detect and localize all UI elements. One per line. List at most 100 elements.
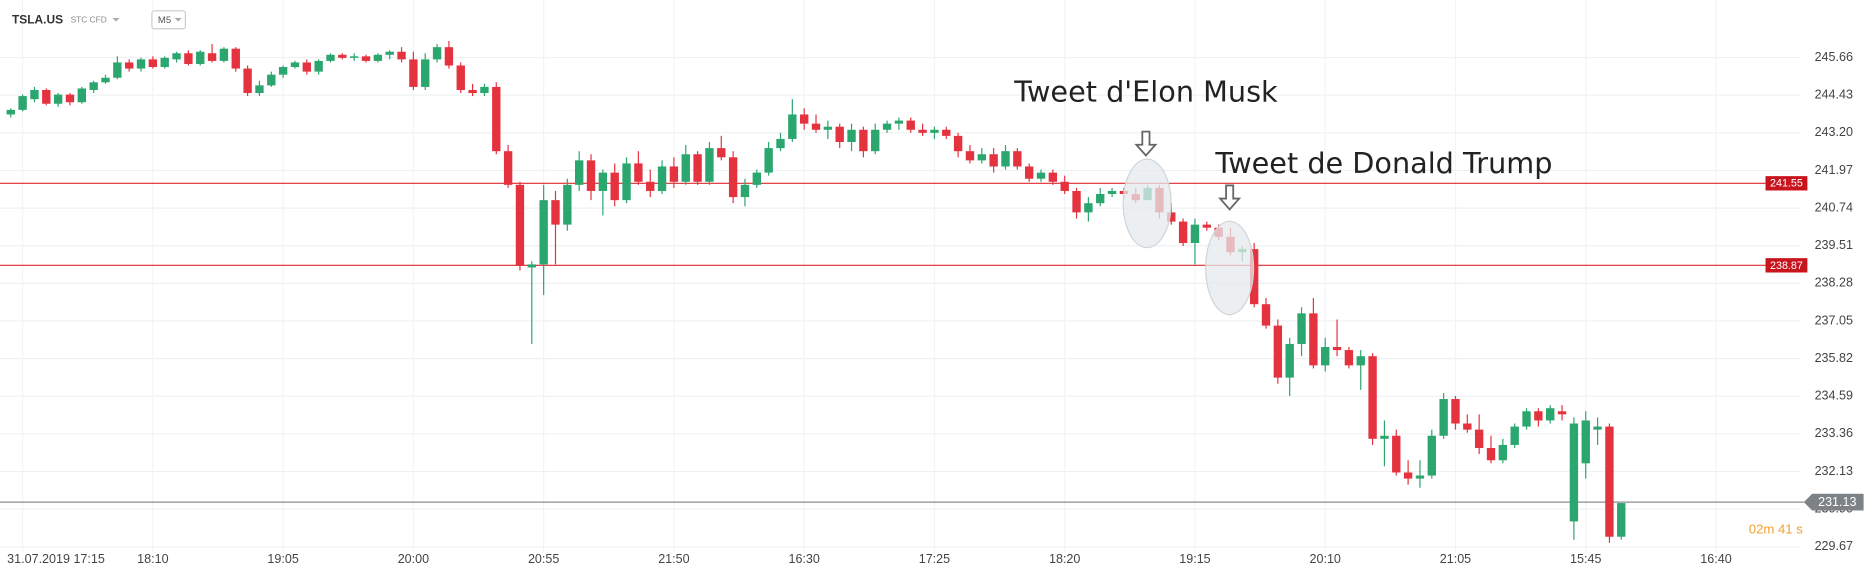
- candle-body: [930, 129, 939, 133]
- candle-body: [397, 51, 406, 60]
- candle-body: [136, 59, 146, 69]
- y-tick-label: 237.05: [1815, 313, 1853, 327]
- candle-body: [314, 60, 323, 72]
- current-price-box: [1803, 493, 1864, 511]
- candle-body: [918, 129, 927, 133]
- candle-body: [338, 54, 347, 58]
- candle-body: [681, 154, 690, 182]
- timeframe-box[interactable]: [151, 10, 187, 30]
- candle-body: [65, 94, 75, 103]
- candle-body: [1084, 203, 1093, 213]
- highlight-ellipse: [1122, 158, 1172, 249]
- candle-body: [871, 129, 880, 152]
- x-tick-label: 16:30: [788, 552, 819, 566]
- y-tick-label: 234.59: [1815, 389, 1853, 403]
- candle-body: [563, 184, 572, 225]
- candle-body: [30, 89, 39, 100]
- candle-body: [231, 48, 240, 69]
- y-tick-label: 235.82: [1815, 351, 1853, 365]
- candle-body: [492, 86, 501, 152]
- candle-body: [219, 48, 229, 61]
- candle-body: [1190, 224, 1200, 243]
- candle-body: [693, 154, 702, 182]
- y-tick-label: 244.43: [1815, 87, 1853, 101]
- candle-body: [764, 148, 773, 173]
- candle-body: [456, 65, 465, 90]
- candle-body: [207, 53, 217, 61]
- candle-body: [409, 59, 418, 87]
- y-tick-label: 233.36: [1815, 426, 1853, 440]
- candle-body: [1344, 350, 1354, 366]
- candle-body: [1522, 411, 1531, 427]
- candle-body: [1332, 347, 1342, 351]
- candle-body: [196, 51, 205, 64]
- candle-body: [302, 62, 311, 72]
- candle-body: [243, 68, 252, 94]
- candle-body: [942, 129, 951, 136]
- candle-body: [622, 163, 631, 201]
- candle-body: [421, 59, 430, 87]
- candle-body: [847, 129, 856, 143]
- candle-body: [776, 138, 785, 149]
- instrument[interactable]: STC CFD: [71, 15, 107, 25]
- dropdown-arrow[interactable]: [174, 17, 182, 22]
- y-tick-label: 240.74: [1815, 200, 1853, 214]
- candle-body: [598, 172, 608, 191]
- candle-body: [290, 62, 300, 68]
- candle-body: [835, 126, 844, 143]
- candle-body: [515, 184, 525, 266]
- candle-body: [740, 184, 750, 198]
- candle-body: [77, 88, 87, 103]
- y-tick-label: 245.66: [1815, 50, 1853, 64]
- candle-body: [1273, 325, 1283, 378]
- candle-body: [503, 151, 513, 185]
- y-tick-label: 241.97: [1815, 163, 1853, 177]
- candle-body: [53, 94, 63, 104]
- arrow: [1218, 184, 1242, 211]
- candle-body: [6, 109, 15, 115]
- timeframe[interactable]: M5: [158, 15, 171, 26]
- candle-body: [373, 54, 383, 61]
- x-tick-label: 20:10: [1310, 552, 1341, 566]
- candle-body: [1392, 435, 1401, 473]
- candle-body: [184, 53, 193, 64]
- candle-body: [977, 154, 986, 161]
- candle-body: [255, 85, 264, 94]
- annotation: Tweet de Donald Trump: [1214, 146, 1552, 180]
- candle-body: [1593, 426, 1602, 430]
- candle-body: [444, 47, 454, 66]
- candle-body: [586, 160, 596, 191]
- level-label: 238.87: [1770, 260, 1803, 272]
- candle-body: [1581, 420, 1590, 464]
- x-tick-label: 31.07.2019 17:15: [7, 552, 105, 566]
- highlight-ellipse: [1205, 220, 1255, 316]
- candle-body: [1321, 347, 1330, 366]
- candle-body: [1249, 249, 1259, 305]
- x-tick-label: 21:05: [1440, 552, 1471, 566]
- candles: [6, 41, 1626, 543]
- candle-body: [1403, 472, 1413, 479]
- candle-body: [1486, 447, 1496, 461]
- candle-body: [669, 166, 679, 182]
- candle-body: [1202, 224, 1211, 228]
- x-tick-label: 15:45: [1570, 552, 1601, 566]
- candle-body: [882, 123, 892, 130]
- candle-body: [728, 157, 738, 198]
- candle-body: [1060, 181, 1069, 191]
- y-tick-label: 232.13: [1815, 464, 1853, 478]
- candle-body: [42, 89, 51, 104]
- candle-body: [1024, 166, 1034, 179]
- candle-body: [610, 172, 619, 201]
- candle-body: [634, 163, 643, 182]
- x-tick-label: 19:05: [267, 552, 298, 566]
- dropdown-arrow[interactable]: [112, 17, 120, 22]
- candle-body: [1036, 172, 1046, 179]
- candle-body: [906, 120, 915, 130]
- candle-body: [1474, 429, 1484, 448]
- countdown: 02m 41 s: [1749, 521, 1803, 536]
- candle-body: [1072, 190, 1081, 213]
- candle-body: [1297, 313, 1306, 344]
- candle-body: [788, 114, 797, 139]
- candle-body: [1048, 172, 1058, 182]
- symbol: TSLA.US: [12, 13, 63, 27]
